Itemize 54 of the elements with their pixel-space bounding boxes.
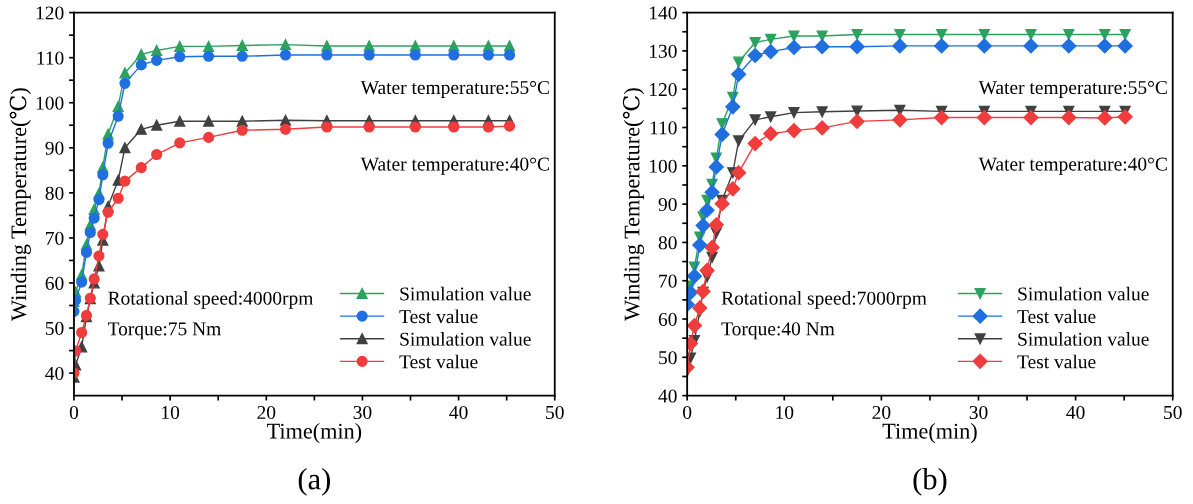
y-tick-label: 90 xyxy=(45,141,64,155)
legend-label: Simulation value xyxy=(400,286,531,301)
legend-label: Simulation value xyxy=(1018,332,1149,346)
x-tick-label: 0 xyxy=(683,405,692,420)
x-tick-label: 40 xyxy=(1066,405,1085,420)
y-tick-label: 70 xyxy=(46,231,64,245)
y-axis-title: Winding Temperature(℃) xyxy=(622,88,645,321)
annotation: Rotational speed:4000rpm xyxy=(108,291,314,309)
legend-label: Test value xyxy=(1017,309,1096,324)
x-tick-label: 20 xyxy=(257,405,276,420)
y-tick-label: 90 xyxy=(658,197,677,212)
x-axis-title: Time(min) xyxy=(267,423,362,444)
annotation: Rotational speed:7000rpm xyxy=(721,291,927,309)
annotation: Water temperature:40°C xyxy=(978,157,1167,175)
y-axis-title: Winding Temperature(℃) xyxy=(9,88,31,321)
y-tick-label: 100 xyxy=(36,96,64,110)
y-tick-label: 80 xyxy=(45,186,64,200)
annotation: Torque:75 Nm xyxy=(107,322,221,340)
x-tick-label: 10 xyxy=(162,405,180,420)
legend-label: Simulation value xyxy=(1018,286,1149,301)
y-tick-label: 100 xyxy=(649,159,677,173)
legend-label: Test value xyxy=(399,309,478,324)
y-tick-label: 110 xyxy=(650,121,677,135)
x-tick-label: 50 xyxy=(546,405,564,420)
y-tick-label: 140 xyxy=(649,6,677,20)
y-tick-label: 80 xyxy=(658,236,677,250)
y-tick-label: 120 xyxy=(36,6,64,20)
x-tick-label: 30 xyxy=(353,405,372,420)
legend-label: Simulation value xyxy=(400,332,531,346)
annotation: Water temperature:40°C xyxy=(360,157,549,175)
y-tick-label: 60 xyxy=(45,276,64,290)
legend-label: Test value xyxy=(399,354,478,369)
y-tick-label: 50 xyxy=(659,351,677,365)
x-axis-title: Time(min) xyxy=(882,423,977,444)
y-tick-label: 70 xyxy=(659,274,677,288)
y-tick-label: 60 xyxy=(658,312,677,326)
x-tick-label: 0 xyxy=(69,405,79,420)
x-tick-label: 10 xyxy=(776,405,794,420)
x-tick-label: 30 xyxy=(969,405,988,420)
x-tick-label: 20 xyxy=(872,405,891,420)
x-tick-label: 40 xyxy=(449,405,468,420)
legend-label: Test value xyxy=(1017,354,1096,369)
text: (a) xyxy=(298,467,330,496)
y-tick-label: 110 xyxy=(37,51,64,65)
y-tick-label: 40 xyxy=(45,366,64,381)
y-tick-label: 120 xyxy=(649,83,677,97)
text: (b) xyxy=(913,467,947,496)
annotation: Water temperature:55°C xyxy=(978,80,1167,99)
y-tick-label: 130 xyxy=(649,44,677,58)
annotation: Water temperature:55°C xyxy=(360,80,549,99)
x-tick-label: 50 xyxy=(1164,405,1182,420)
y-tick-label: 50 xyxy=(45,321,64,335)
annotation: Torque:40 Nm xyxy=(721,322,835,340)
y-tick-label: 40 xyxy=(658,389,677,403)
